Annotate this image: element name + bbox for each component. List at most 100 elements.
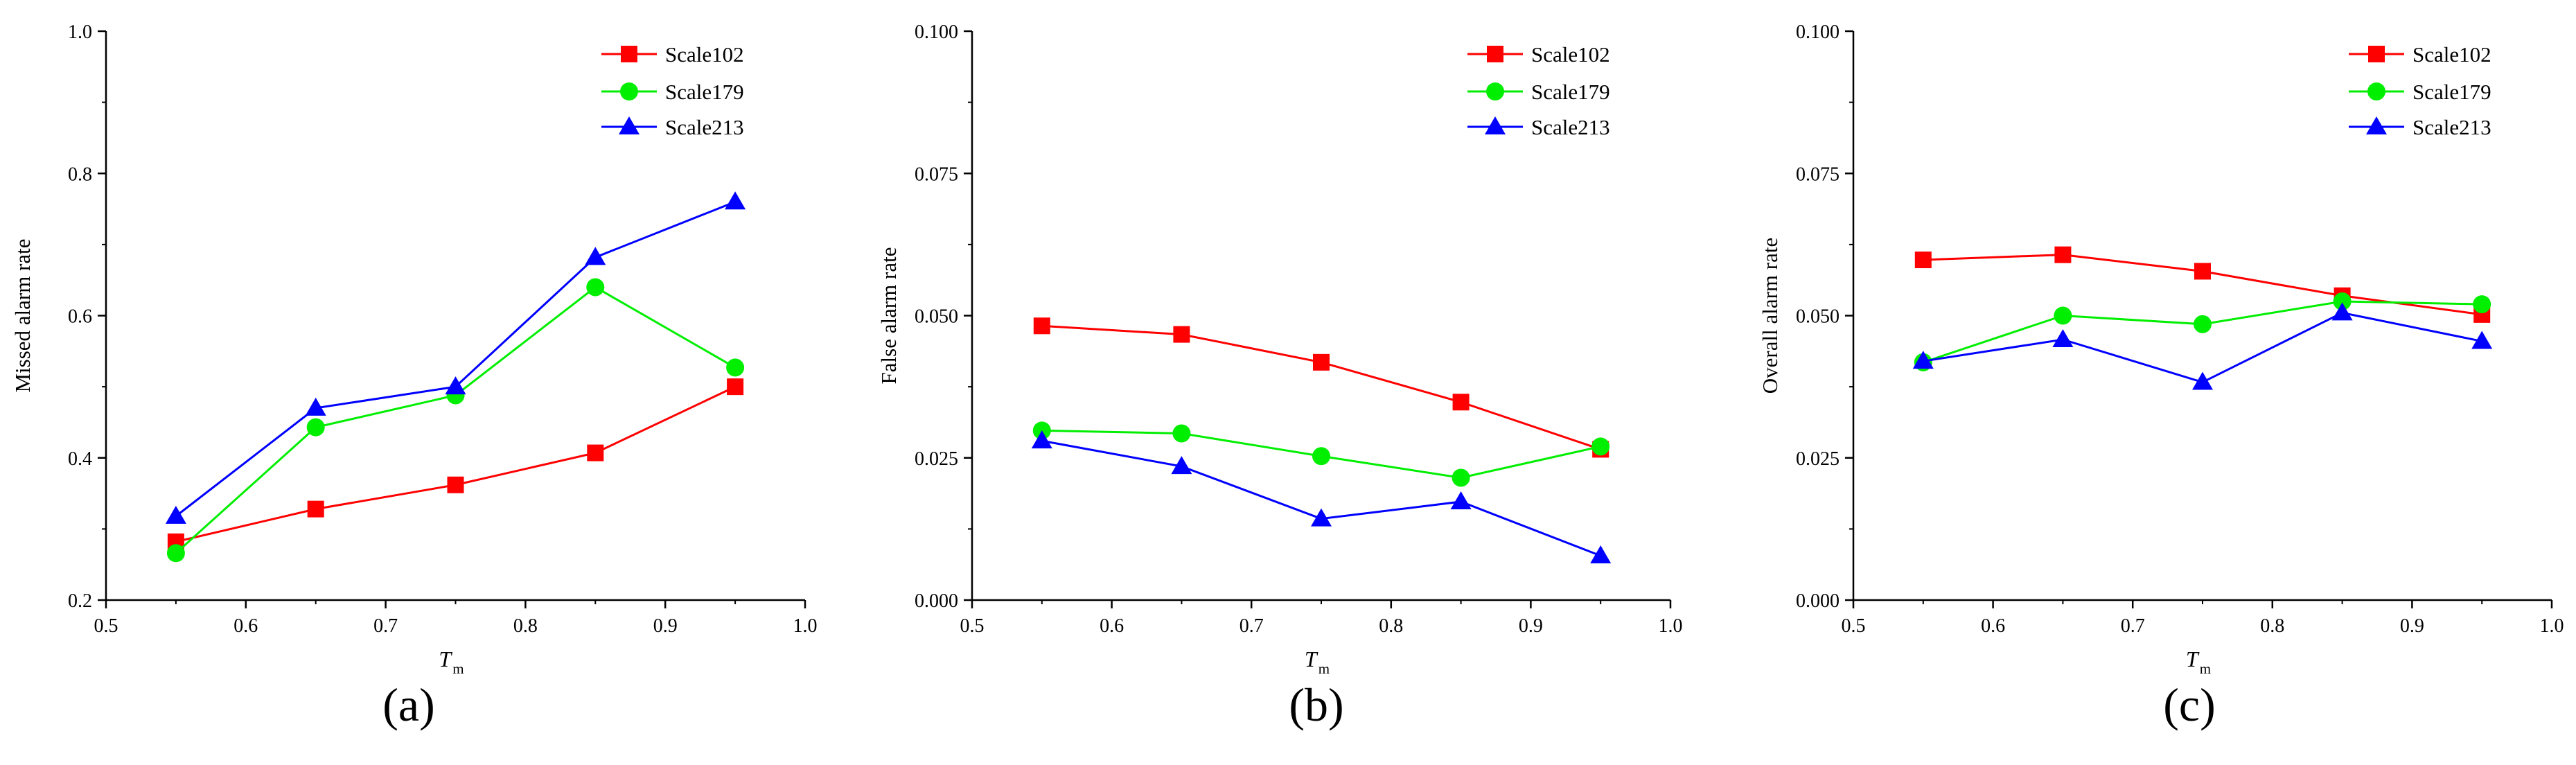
data-point [587,444,604,461]
legend-label: Scale213 [665,115,744,139]
legend-marker [621,46,637,62]
x-tick-label: 0.9 [653,615,678,637]
x-tick-label: 1.0 [793,615,818,637]
x-tick-label: 1.0 [2540,615,2564,637]
x-tick-label: 0.9 [1519,615,1543,637]
legend: Scale102 Scale179 Scale213 [2349,42,2491,139]
series-line [175,385,736,543]
legend: Scale102 Scale179 Scale213 [601,42,744,139]
series-scale179 [166,278,745,563]
legend-label: Scale213 [1531,115,1610,139]
data-point [307,500,324,518]
chart-panel-2: 0.5 0.6 0.7 0.8 0.9 1.0 0.000 0.025 0.050 0.075 0.… [876,21,1683,731]
x-tick-label: 0.5 [960,615,985,637]
series-line [1041,324,1601,450]
data-point [725,191,746,210]
data-point [1452,394,1470,411]
x-axis-title-subscript: m [1318,660,1330,677]
panel-caption: (c) [2163,678,2215,731]
data-point [1914,252,1932,269]
x-tick-label: 0.8 [513,615,538,637]
x-axis-title-symbol: T [439,647,452,671]
y-tick-label: 0.075 [1796,164,1840,185]
x-axis-title-symbol: T [1305,647,1318,671]
legend: Scale102 Scale179 Scale213 [1467,42,1610,139]
data-point [1172,424,1191,443]
y-tick-label: 0.050 [915,306,958,328]
legend-label: Scale102 [2412,42,2491,67]
data-point [1312,447,1330,466]
data-point [1311,508,1332,527]
data-point [1031,430,1052,449]
chart-panel-3: 0.5 0.6 0.7 0.8 0.9 1.0 0.000 0.025 0.050 0.075 0.… [1758,21,2564,731]
data-point [306,418,325,437]
x-tick-label: 0.8 [1379,615,1403,637]
y-tick-label: 1.0 [68,21,92,43]
data-point [165,505,186,524]
data-point [2054,246,2072,263]
data-point [1591,437,1610,456]
y-axis-title: False alarm rate [876,247,901,385]
y-tick-label: 0.2 [68,590,92,612]
data-point [586,278,605,297]
y-tick-label: 0.000 [915,590,958,612]
series-scale213 [1912,302,2493,390]
data-point [2194,263,2211,280]
y-tick-label: 0.100 [1796,21,1840,43]
series-scale213 [1031,430,1612,563]
legend-label: Scale179 [1531,80,1610,104]
x-tick-label: 0.6 [1981,615,2005,637]
x-tick-label: 1.0 [1659,615,1683,637]
legend-marker [619,116,639,134]
data-point [2194,315,2212,333]
data-point [726,358,745,377]
data-point [1173,326,1190,343]
data-point [2473,295,2491,314]
x-tick-label: 0.7 [1240,615,1264,637]
data-point [305,397,326,416]
panel-caption: (a) [382,678,434,731]
data-point [1033,317,1050,335]
legend-marker [620,82,638,100]
chart-panel-1: 0.5 0.6 0.7 0.8 0.9 1.0 0.2 0.4 0.6 0.8 1.0 Missed … [10,21,818,731]
x-axis-title: Tm [439,647,464,677]
data-point [727,378,744,396]
x-axis-title-subscript: m [2200,660,2211,677]
legend-marker [2366,116,2387,134]
x-tick-label: 0.7 [373,615,398,637]
legend-marker [1485,116,1506,134]
y-tick-label: 0.100 [915,21,958,43]
y-tick-label: 0.000 [1796,590,1840,612]
legend-marker [1486,82,1504,100]
x-tick-label: 0.7 [2121,615,2145,637]
data-point [2471,331,2493,349]
y-tick-label: 0.075 [915,164,958,185]
legend-marker [2368,46,2385,62]
legend-label: Scale179 [2412,80,2491,104]
data-point [1313,353,1330,371]
x-tick-label: 0.6 [233,615,258,637]
x-tick-label: 0.6 [1100,615,1124,637]
legend-label: Scale102 [1531,42,1610,67]
y-tick-label: 0.050 [1796,306,1840,328]
data-point [2054,306,2072,325]
y-tick-label: 0.8 [68,164,92,185]
x-axis-title: Tm [2186,647,2211,677]
y-axis-title: Missed alarm rate [10,238,35,392]
series-scale102 [167,378,744,550]
data-point [166,544,185,563]
data-point [2331,302,2353,321]
data-point [1450,491,1472,509]
x-tick-label: 0.5 [1842,615,1866,637]
x-tick-label: 0.9 [2400,615,2424,637]
data-point [1912,351,1934,369]
y-tick-label: 0.025 [915,448,958,470]
y-axis-title: Overall alarm rate [1758,238,1782,394]
series-scale213 [165,191,746,524]
y-tick-label: 0.4 [68,448,92,470]
data-point [1590,545,1612,563]
legend-marker [1487,46,1503,62]
series-scale102 [1914,246,2491,323]
x-axis-title-subscript: m [452,660,464,677]
data-point [585,247,606,265]
